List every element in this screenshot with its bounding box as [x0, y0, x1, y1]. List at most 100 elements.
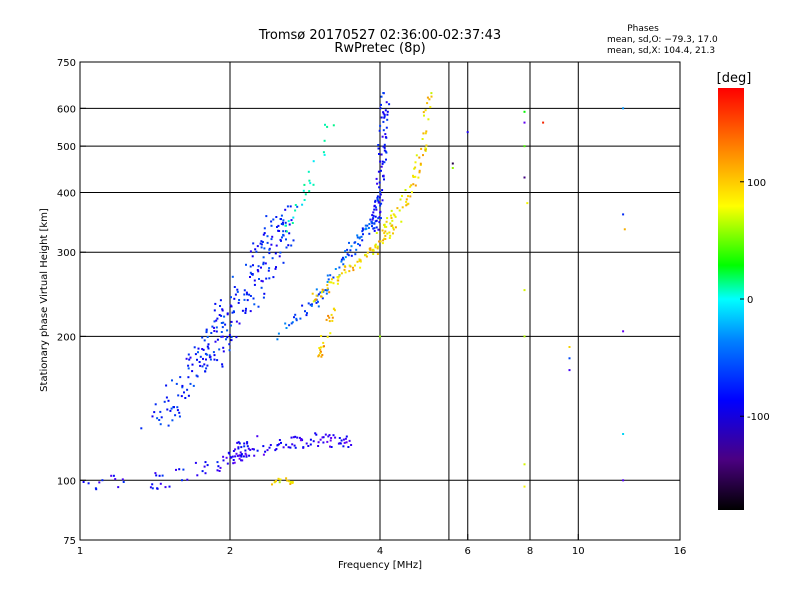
data-point — [213, 354, 216, 357]
data-point — [289, 205, 292, 208]
data-point — [330, 278, 333, 281]
data-point — [285, 230, 288, 233]
data-point — [229, 304, 232, 307]
data-point — [383, 146, 386, 149]
data-point — [248, 293, 251, 296]
data-point — [294, 209, 297, 212]
data-point — [239, 454, 242, 457]
data-point — [318, 347, 321, 349]
data-point — [206, 345, 209, 348]
data-point — [256, 435, 259, 438]
data-point — [379, 193, 382, 196]
data-point — [383, 223, 386, 226]
data-point — [321, 354, 324, 356]
data-point — [159, 423, 162, 426]
data-point — [372, 217, 375, 220]
data-point — [87, 482, 90, 485]
data-point — [321, 291, 323, 294]
data-point — [286, 479, 289, 482]
data-point — [223, 315, 226, 318]
data-point — [430, 92, 433, 95]
data-point — [523, 176, 526, 179]
data-point — [169, 409, 172, 412]
data-point — [194, 353, 197, 356]
data-point — [354, 264, 356, 267]
data-point — [356, 260, 359, 263]
data-point — [315, 294, 318, 297]
data-point — [378, 196, 381, 199]
data-point — [303, 183, 306, 186]
data-point — [114, 478, 117, 481]
data-point — [376, 196, 379, 199]
data-point — [271, 483, 273, 486]
data-point — [343, 441, 346, 444]
data-point — [101, 479, 104, 482]
data-point — [242, 455, 245, 458]
data-point — [216, 338, 219, 341]
data-point — [380, 103, 382, 106]
data-point — [295, 319, 298, 322]
data-point — [350, 444, 353, 446]
data-point — [247, 447, 250, 450]
data-point — [153, 411, 156, 414]
data-point — [332, 124, 335, 127]
data-point — [523, 289, 526, 292]
data-point — [329, 332, 332, 335]
data-point — [253, 303, 256, 306]
data-point — [287, 220, 290, 223]
data-point — [266, 241, 269, 244]
data-point — [257, 270, 260, 273]
data-point — [121, 478, 124, 481]
data-point — [228, 349, 231, 352]
data-point — [384, 109, 387, 112]
data-point — [246, 445, 249, 448]
data-point — [356, 236, 359, 239]
data-point — [253, 279, 256, 282]
data-point — [385, 126, 388, 129]
data-point — [180, 395, 183, 398]
data-point — [260, 266, 262, 269]
data-point — [272, 218, 275, 221]
data-point — [240, 454, 243, 457]
data-point — [386, 232, 389, 235]
data-point — [281, 221, 284, 224]
data-point — [390, 214, 392, 217]
data-point — [252, 264, 254, 267]
data-point — [332, 276, 335, 279]
data-point — [381, 229, 384, 232]
data-point — [187, 394, 190, 397]
data-point — [306, 312, 308, 315]
data-point — [338, 437, 341, 439]
data-point — [376, 247, 379, 250]
data-point — [256, 449, 259, 452]
data-point — [373, 227, 376, 230]
data-point — [278, 255, 281, 258]
data-point — [347, 254, 350, 257]
data-point — [383, 143, 386, 146]
data-point — [222, 459, 225, 462]
data-point — [280, 214, 283, 217]
data-point — [230, 336, 233, 339]
data-point — [262, 256, 265, 259]
data-point — [309, 438, 312, 441]
data-point — [372, 211, 375, 214]
data-point — [221, 335, 224, 338]
data-point — [220, 331, 223, 333]
data-point — [319, 291, 322, 294]
data-point — [383, 161, 386, 164]
data-point — [365, 255, 368, 258]
data-point — [390, 217, 393, 219]
data-point — [211, 325, 214, 328]
data-point — [256, 245, 259, 248]
data-point — [346, 253, 349, 256]
data-point — [542, 121, 545, 124]
data-point — [117, 486, 120, 489]
data-point — [409, 185, 412, 188]
data-point — [216, 461, 219, 464]
data-point — [205, 358, 207, 361]
x-tick-label: 10 — [572, 546, 585, 557]
data-point — [213, 320, 216, 323]
data-point — [290, 436, 293, 439]
data-point — [420, 147, 423, 150]
data-point — [196, 474, 199, 477]
